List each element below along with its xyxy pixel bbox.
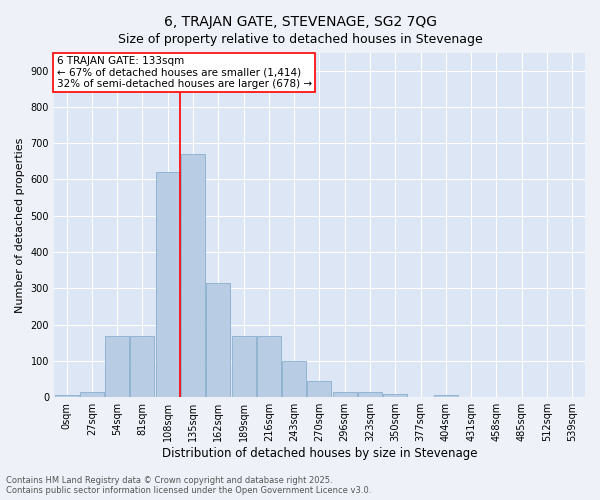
Bar xyxy=(105,336,129,397)
Bar xyxy=(333,392,357,397)
Bar xyxy=(358,392,382,397)
Y-axis label: Number of detached properties: Number of detached properties xyxy=(15,137,25,312)
Bar xyxy=(434,396,458,397)
Bar xyxy=(232,336,256,397)
Bar xyxy=(130,336,154,397)
Bar xyxy=(307,381,331,397)
Bar xyxy=(383,394,407,397)
Bar xyxy=(282,361,306,397)
Bar xyxy=(156,172,180,397)
Bar xyxy=(181,154,205,397)
Bar xyxy=(55,396,79,397)
Bar xyxy=(206,283,230,397)
Text: Size of property relative to detached houses in Stevenage: Size of property relative to detached ho… xyxy=(118,32,482,46)
Text: 6 TRAJAN GATE: 133sqm
← 67% of detached houses are smaller (1,414)
32% of semi-d: 6 TRAJAN GATE: 133sqm ← 67% of detached … xyxy=(56,56,311,89)
X-axis label: Distribution of detached houses by size in Stevenage: Distribution of detached houses by size … xyxy=(162,447,477,460)
Text: 6, TRAJAN GATE, STEVENAGE, SG2 7QG: 6, TRAJAN GATE, STEVENAGE, SG2 7QG xyxy=(163,15,437,29)
Text: Contains HM Land Registry data © Crown copyright and database right 2025.
Contai: Contains HM Land Registry data © Crown c… xyxy=(6,476,371,495)
Bar xyxy=(80,392,104,397)
Bar xyxy=(257,336,281,397)
